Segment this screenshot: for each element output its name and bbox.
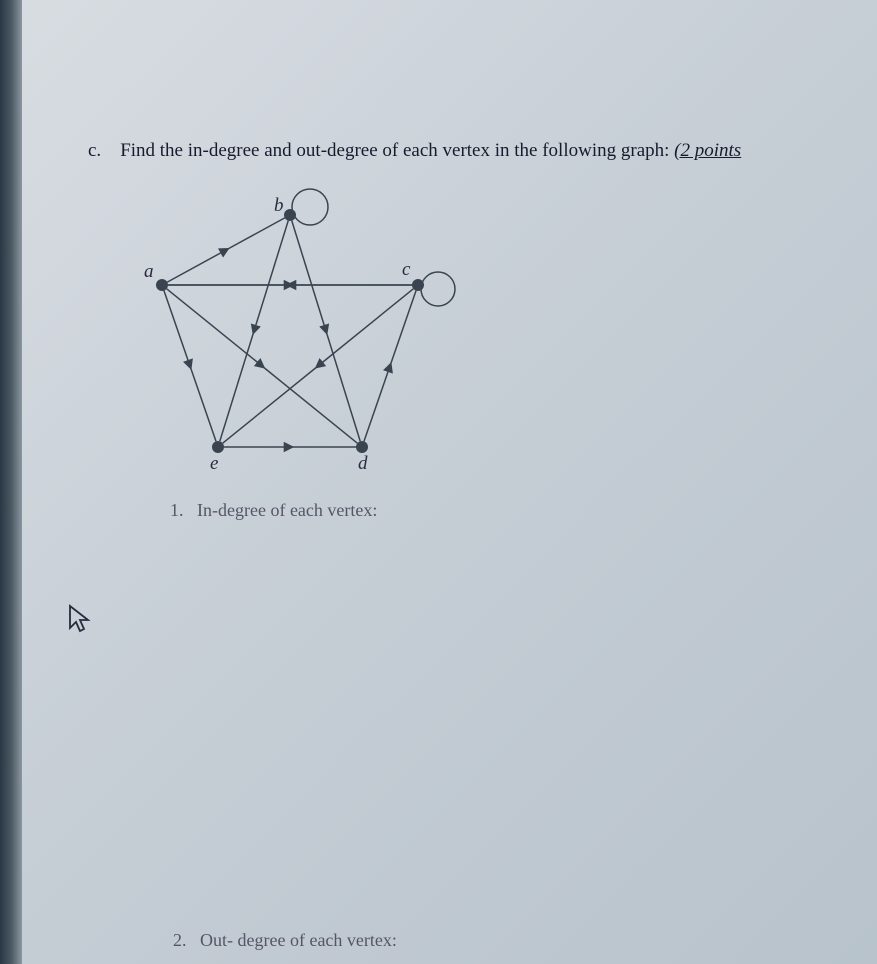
edge-b-e-tail	[220, 331, 254, 441]
question-points: (2 points	[674, 140, 741, 161]
edge-c-e-tail	[223, 366, 318, 443]
vertex-label-c: c	[402, 259, 411, 280]
edge-d-c-tail	[390, 291, 416, 366]
edge-b-d-tail	[326, 331, 360, 441]
edge-d-c	[364, 366, 390, 441]
vertex-d	[356, 441, 368, 453]
edge-b-e	[254, 221, 288, 331]
subquestion-2: 2. Out- degree of each vertex:	[173, 930, 397, 951]
question-body: Find the in-degree and out-degree of eac…	[120, 140, 669, 161]
vertex-label-a: a	[144, 261, 154, 282]
edge-a-e-tail	[190, 366, 216, 441]
graph-svg: a b c d e	[130, 185, 480, 475]
edge-a-d-tail	[262, 366, 357, 443]
edge-b-d	[292, 221, 326, 331]
sub-q2-text: Out- degree of each vertex:	[200, 930, 397, 950]
edge-a-d	[167, 289, 262, 366]
edge-a-b-tail	[226, 218, 285, 250]
vertex-b	[284, 209, 296, 221]
sub-q1-text: In-degree of each vertex:	[197, 500, 377, 520]
edge-a-b	[167, 250, 226, 282]
self-loop-b	[292, 189, 328, 225]
vertex-label-d: d	[358, 453, 368, 474]
sub-q1-num: 1.	[170, 500, 184, 520]
vertex-c	[412, 279, 424, 291]
question-c: c. Find the in-degree and out-degree of …	[88, 140, 741, 162]
self-loop-c	[421, 272, 455, 306]
vertex-a	[156, 279, 168, 291]
sub-q2-num: 2.	[173, 930, 187, 950]
question-label: c.	[88, 140, 101, 161]
vertex-e	[212, 441, 224, 453]
page-left-binding	[0, 0, 22, 964]
vertex-label-b: b	[274, 195, 284, 216]
page-content: c. Find the in-degree and out-degree of …	[0, 0, 877, 964]
edge-c-e	[318, 289, 413, 366]
subquestion-1: 1. In-degree of each vertex:	[170, 500, 377, 521]
edge-a-e	[164, 291, 190, 366]
vertex-label-e: e	[210, 453, 218, 474]
directed-graph: a b c d e	[130, 185, 480, 475]
cursor-icon	[68, 604, 90, 634]
